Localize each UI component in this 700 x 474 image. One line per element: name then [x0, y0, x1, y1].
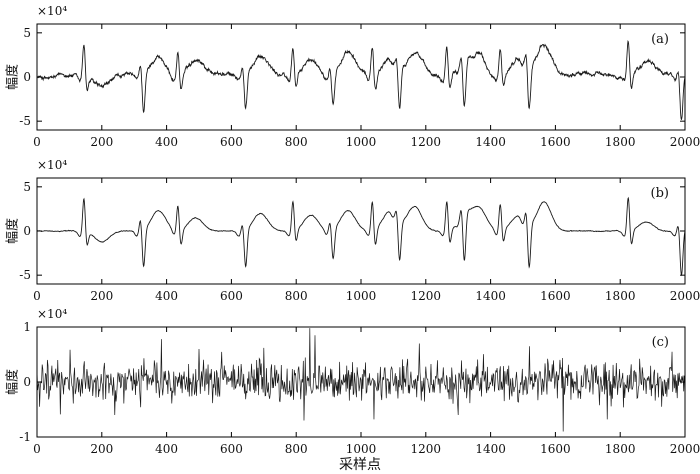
panel-tag: (a)	[651, 32, 669, 47]
y-axis-label: 幅度	[5, 64, 21, 90]
x-tick-label: 400	[155, 442, 178, 456]
x-tick-label: 400	[155, 135, 178, 149]
x-tick-label: 0	[33, 135, 41, 149]
x-tick-label: 800	[285, 289, 308, 303]
panels: 0 200 400 600 800 1000 1200 1400 1600 1800 2000-50…	[5, 4, 700, 456]
panel-b: 0 200 400 600 800 1000 1200 1400 1600 1800 2000-50…	[5, 158, 700, 303]
x-tick-label: 1600	[540, 135, 571, 149]
x-tick-label: 1800	[605, 135, 636, 149]
x-tick-label: 200	[90, 442, 113, 456]
x-tick-label: 2000	[670, 289, 700, 303]
x-tick-label: 1200	[411, 135, 442, 149]
x-tick-label: 800	[285, 442, 308, 456]
x-tick-label: 0	[33, 289, 41, 303]
x-tick-label: 1600	[540, 442, 571, 456]
series-line-c	[37, 328, 685, 432]
panel-a: 0 200 400 600 800 1000 1200 1400 1600 1800 2000-50…	[5, 4, 700, 149]
y-tick-label: -5	[19, 268, 31, 282]
x-tick-label: 1400	[475, 135, 506, 149]
x-tick-label: 600	[220, 135, 243, 149]
y-tick-label: 0	[23, 375, 31, 389]
y-axis-label: 幅度	[5, 218, 21, 244]
series-line-b	[37, 196, 685, 277]
x-tick-label: 200	[90, 135, 113, 149]
y-tick-label: 1	[23, 320, 31, 334]
y-scale-exponent: ×10⁴	[37, 4, 67, 18]
x-tick-label: 1600	[540, 289, 571, 303]
y-tick-label: 0	[23, 70, 31, 84]
x-tick-label: 1200	[411, 442, 442, 456]
x-tick-label: 2000	[670, 442, 700, 456]
axes-frame	[36, 23, 686, 131]
y-tick-label: -1	[19, 430, 31, 444]
panel-tag: (b)	[651, 186, 669, 201]
y-tick-label: 5	[23, 26, 31, 40]
x-tick-label: 2000	[670, 135, 700, 149]
x-tick-label: 1000	[346, 289, 377, 303]
x-tick-label: 1000	[346, 442, 377, 456]
y-tick-label: 0	[23, 224, 31, 238]
x-tick-label: 1200	[411, 289, 442, 303]
y-tick-label: 5	[23, 180, 31, 194]
y-scale-exponent: ×10⁴	[37, 158, 67, 172]
panel-c: 0 200 400 600 800 1000 1200 1400 1600 1800 2000-10…	[5, 307, 700, 456]
y-scale-exponent: ×10⁴	[37, 307, 67, 321]
x-tick-label: 200	[90, 289, 113, 303]
x-axis-label: 采样点	[339, 457, 381, 473]
y-tick-label: -5	[19, 114, 31, 128]
x-tick-label: 1000	[346, 135, 377, 149]
x-tick-label: 600	[220, 289, 243, 303]
panel-tag: (c)	[652, 335, 669, 350]
y-axis-label: 幅度	[5, 369, 21, 395]
x-tick-label: 1800	[605, 442, 636, 456]
x-tick-label: 1400	[475, 289, 506, 303]
x-tick-label: 400	[155, 289, 178, 303]
x-tick-label: 1800	[605, 289, 636, 303]
x-tick-label: 800	[285, 135, 308, 149]
series-line-a	[37, 39, 685, 120]
x-tick-label: 1400	[475, 442, 506, 456]
x-tick-label: 0	[33, 442, 41, 456]
x-tick-label: 600	[220, 442, 243, 456]
